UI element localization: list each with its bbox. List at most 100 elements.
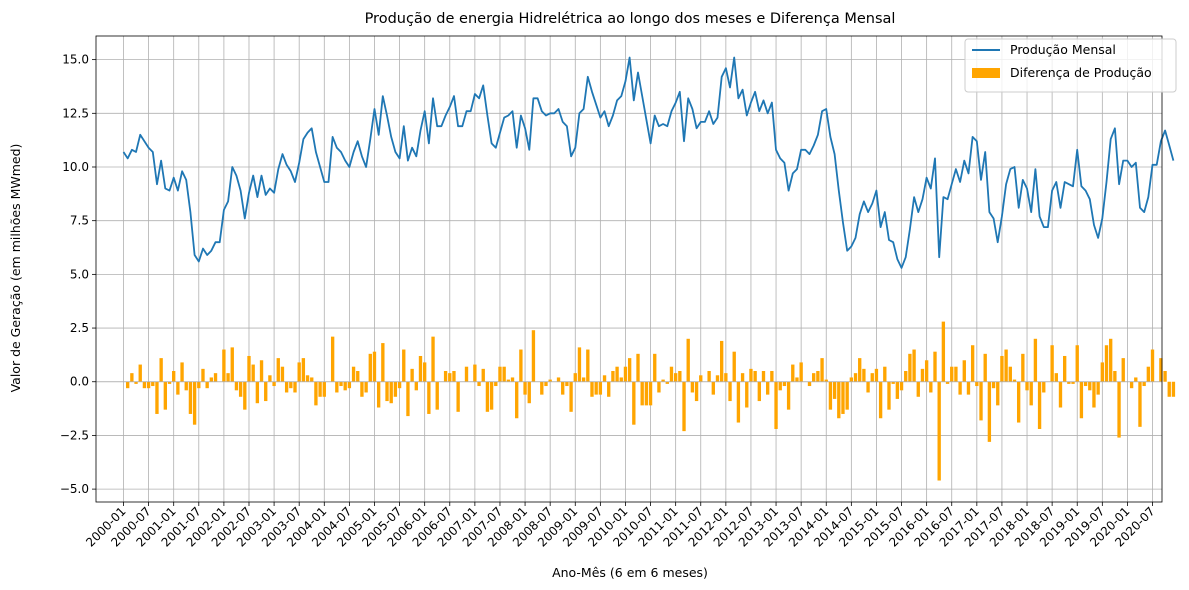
diff-bar [627, 358, 632, 382]
diff-bar [598, 381, 603, 395]
diff-bar [1071, 381, 1075, 384]
diff-bar [172, 371, 176, 382]
diff-bar [376, 381, 381, 408]
y-tick-label: −5.0 [60, 482, 89, 496]
diff-bar [1054, 373, 1058, 382]
diff-bar [908, 353, 912, 382]
diff-bar [565, 381, 569, 387]
diff-bar [1113, 371, 1117, 382]
y-tick-label: 12.5 [62, 106, 89, 120]
diff-bar [929, 381, 933, 393]
diff-bar [464, 366, 469, 382]
diff-bar [870, 373, 874, 382]
diff-bar [289, 381, 293, 389]
diff-bar [745, 381, 749, 408]
diff-bar [238, 381, 243, 397]
diff-bar [866, 381, 870, 393]
diff-bar [519, 349, 523, 382]
diff-bar [786, 381, 791, 410]
diff-bar [958, 381, 962, 395]
diff-bar [845, 381, 849, 410]
diff-bar [862, 368, 866, 382]
diff-bar [284, 381, 289, 393]
diff-bar [732, 351, 736, 382]
diff-bar [540, 381, 544, 395]
diff-bar [418, 355, 423, 382]
diff-bar [1063, 355, 1067, 382]
diff-bar [979, 381, 983, 421]
diff-bar [991, 381, 996, 389]
diff-bar [414, 381, 418, 391]
diff-bar [1012, 379, 1017, 382]
diff-bar [1050, 345, 1054, 382]
diff-bar [1029, 381, 1033, 406]
diff-bar [510, 377, 515, 382]
diff-bar [146, 381, 151, 389]
diff-bar [1088, 381, 1092, 391]
diff-bar [883, 366, 887, 382]
diff-bar [1083, 381, 1088, 387]
diff-bar [1042, 381, 1046, 393]
diff-bar [544, 381, 548, 387]
diff-bar [945, 381, 950, 384]
diff-bar [423, 362, 427, 382]
diff-bar [581, 377, 586, 382]
diff-bar [682, 381, 686, 432]
diff-bar [197, 381, 201, 389]
diff-bar [1117, 381, 1121, 438]
diff-bar [933, 351, 937, 382]
diff-bar [356, 371, 360, 382]
diff-bar [485, 381, 490, 412]
legend-label-bar: Diferença de Produção [1010, 65, 1152, 80]
diff-bar [778, 381, 782, 391]
diff-bar [966, 381, 971, 395]
diff-bar [749, 368, 753, 382]
y-tick-label: 5.0 [70, 267, 89, 281]
diff-bar [623, 366, 628, 382]
diff-bar [385, 381, 389, 402]
diff-bar [305, 375, 310, 382]
diff-bar [335, 381, 339, 393]
diff-bar [314, 381, 318, 406]
diff-bar [1000, 355, 1004, 382]
diff-bar [807, 381, 812, 387]
x-axis-ticks: 2000-012000-072001-012001-072002-012002-… [83, 502, 1158, 550]
diff-bar [1096, 381, 1100, 395]
diff-bar [657, 381, 661, 393]
diff-bar [941, 321, 946, 382]
diff-bar [740, 373, 745, 382]
bar-series [126, 321, 1176, 481]
diff-bar [1008, 366, 1012, 382]
diff-bar [1021, 353, 1025, 382]
diff-bar [347, 381, 352, 389]
diff-bar [577, 347, 582, 382]
diff-bar [1067, 381, 1071, 384]
diff-bar [970, 345, 975, 382]
diff-bar [477, 381, 481, 387]
diff-bar [498, 366, 502, 382]
diff-bar [1016, 381, 1021, 423]
diff-bar [858, 358, 862, 382]
diff-bar [607, 381, 611, 397]
diff-bar [561, 381, 565, 395]
diff-bar [339, 381, 343, 387]
diff-bar [1037, 381, 1042, 429]
diff-bar [586, 349, 590, 382]
diff-bar [435, 381, 439, 410]
diff-bar [1142, 381, 1146, 387]
diff-bar [243, 381, 247, 410]
diff-bar [1092, 381, 1096, 408]
legend-box [964, 38, 1177, 93]
diff-bar [351, 366, 356, 382]
diff-bar [954, 366, 958, 382]
diff-bar [151, 381, 155, 387]
diff-bar [1129, 381, 1134, 389]
diff-bar [1121, 358, 1125, 382]
diff-bar [489, 381, 494, 410]
diff-bar [878, 381, 883, 419]
diff-bar [368, 353, 372, 382]
diff-bar [653, 353, 657, 382]
diff-bar [669, 366, 674, 382]
diff-bar [1138, 381, 1142, 427]
